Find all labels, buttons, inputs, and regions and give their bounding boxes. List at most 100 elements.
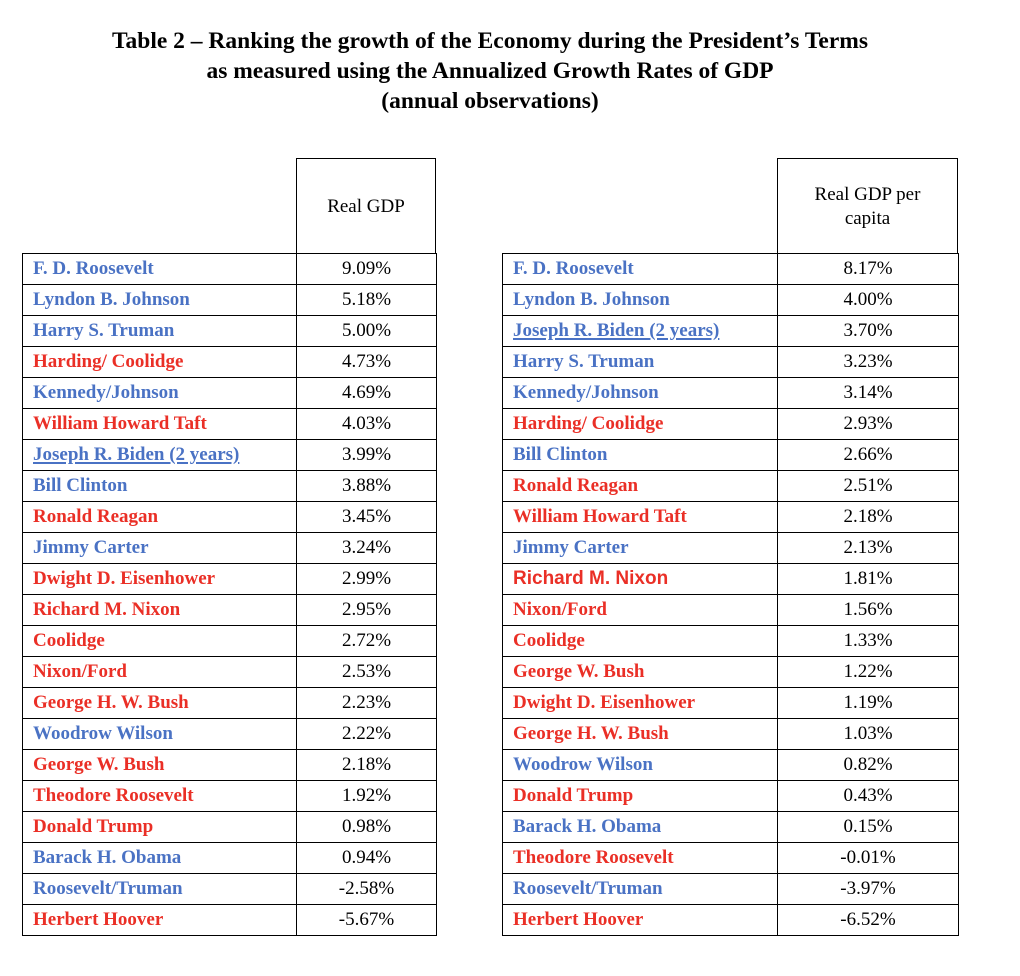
table-row: William Howard Taft 4.03%	[22, 408, 437, 440]
growth-rate-value: -6.52%	[777, 904, 959, 936]
growth-rate-value: 3.70%	[777, 315, 959, 347]
title-line-2: as measured using the Annualized Growth …	[206, 58, 774, 84]
right-header-line-1: Real GDP per	[814, 183, 921, 205]
president-name: Jimmy Carter	[502, 532, 778, 564]
table-row: Harry S. Truman 5.00%	[22, 315, 437, 347]
president-name-text: Herbert Hoover	[33, 909, 164, 930]
president-name: Ronald Reagan	[502, 470, 778, 502]
president-name-text: Lyndon B. Johnson	[513, 289, 670, 310]
president-name-text: Roosevelt/Truman	[513, 878, 663, 899]
president-name: George W. Bush	[502, 656, 778, 688]
president-name: Harding/ Coolidge	[502, 408, 778, 440]
president-name: Dwight D. Eisenhower	[502, 687, 778, 719]
president-name-text: Herbert Hoover	[513, 909, 644, 930]
president-name: Donald Trump	[502, 780, 778, 812]
table-row: Jimmy Carter 2.13%	[502, 532, 959, 564]
president-name-text: Coolidge	[33, 630, 105, 651]
table-row: Ronald Reagan 2.51%	[502, 470, 959, 502]
table-row: Theodore Roosevelt -0.01%	[502, 842, 959, 874]
growth-rate-value: 2.23%	[296, 687, 437, 719]
president-name: Herbert Hoover	[22, 904, 297, 936]
growth-rate-value: 1.33%	[777, 625, 959, 657]
table-row: William Howard Taft 2.18%	[502, 501, 959, 533]
president-name: Barack H. Obama	[22, 842, 297, 874]
president-name-text: Roosevelt/Truman	[33, 878, 183, 899]
president-name: Woodrow Wilson	[22, 718, 297, 750]
table-row: Joseph R. Biden (2 years) 3.99%	[22, 439, 437, 471]
left-header-real-gdp: Real GDP	[296, 158, 436, 254]
table-row: Harry S. Truman 3.23%	[502, 346, 959, 378]
president-name: F. D. Roosevelt	[22, 253, 297, 285]
growth-rate-value: 1.81%	[777, 563, 959, 595]
table-row: Woodrow Wilson 2.22%	[22, 718, 437, 750]
president-name: Dwight D. Eisenhower	[22, 563, 297, 595]
growth-rate-value: 2.99%	[296, 563, 437, 595]
table-row: Bill Clinton 3.88%	[22, 470, 437, 502]
growth-rate-value: 1.56%	[777, 594, 959, 626]
growth-rate-value: 0.15%	[777, 811, 959, 843]
table-row: Harding/ Coolidge 4.73%	[22, 346, 437, 378]
growth-rate-value: 2.72%	[296, 625, 437, 657]
president-name: William Howard Taft	[22, 408, 297, 440]
growth-rate-value: 2.13%	[777, 532, 959, 564]
table-row: George H. W. Bush 2.23%	[22, 687, 437, 719]
president-name-text: Kennedy/Johnson	[513, 382, 659, 403]
growth-rate-value: 4.73%	[296, 346, 437, 378]
growth-rate-value: 0.82%	[777, 749, 959, 781]
president-name: Lyndon B. Johnson	[502, 284, 778, 316]
title-line-3: (annual observations)	[381, 88, 599, 114]
table-title: Table 2 – Ranking the growth of the Econ…	[0, 26, 980, 116]
president-name-text: Harding/ Coolidge	[513, 413, 664, 434]
growth-rate-value: 3.24%	[296, 532, 437, 564]
president-name: Nixon/Ford	[22, 656, 297, 688]
president-name: Donald Trump	[22, 811, 297, 843]
president-name-text: Bill Clinton	[513, 444, 608, 465]
table-row: Coolidge 1.33%	[502, 625, 959, 657]
table-row: Dwight D. Eisenhower 2.99%	[22, 563, 437, 595]
right-ranking-table: F. D. Roosevelt 8.17% Lyndon B. Johnson 4.0…	[502, 253, 959, 936]
growth-rate-value: 3.88%	[296, 470, 437, 502]
growth-rate-value: 3.45%	[296, 501, 437, 533]
president-name: George H. W. Bush	[502, 718, 778, 750]
president-name-text: Nixon/Ford	[513, 599, 607, 620]
growth-rate-value: 3.23%	[777, 346, 959, 378]
president-name: Joseph R. Biden (2 years)	[22, 439, 297, 471]
president-name: Theodore Roosevelt	[502, 842, 778, 874]
table-row: Herbert Hoover -5.67%	[22, 904, 437, 936]
table-row: Herbert Hoover -6.52%	[502, 904, 959, 936]
president-name: Coolidge	[22, 625, 297, 657]
president-name-text: Barack H. Obama	[33, 847, 182, 868]
president-name: George H. W. Bush	[22, 687, 297, 719]
table-row: Barack H. Obama 0.15%	[502, 811, 959, 843]
growth-rate-value: -2.58%	[296, 873, 437, 905]
table-row: Roosevelt/Truman -3.97%	[502, 873, 959, 905]
table-row: Donald Trump 0.98%	[22, 811, 437, 843]
growth-rate-value: 8.17%	[777, 253, 959, 285]
growth-rate-value: 2.66%	[777, 439, 959, 471]
president-name: Kennedy/Johnson	[22, 377, 297, 409]
president-name-text: Richard M. Nixon	[513, 568, 669, 589]
president-name: Jimmy Carter	[22, 532, 297, 564]
president-name-text: Richard M. Nixon	[33, 599, 181, 620]
president-name-text: Ronald Reagan	[33, 506, 159, 527]
left-header-label: Real GDP	[327, 195, 405, 217]
president-name: Coolidge	[502, 625, 778, 657]
table-row: Lyndon B. Johnson 5.18%	[22, 284, 437, 316]
president-name: Harry S. Truman	[22, 315, 297, 347]
growth-rate-value: 5.18%	[296, 284, 437, 316]
growth-rate-value: 2.22%	[296, 718, 437, 750]
president-name: George W. Bush	[22, 749, 297, 781]
president-name-text: Ronald Reagan	[513, 475, 639, 496]
table-row: Jimmy Carter 3.24%	[22, 532, 437, 564]
table-row: George W. Bush 1.22%	[502, 656, 959, 688]
president-name: Barack H. Obama	[502, 811, 778, 843]
president-name: Joseph R. Biden (2 years)	[502, 315, 778, 347]
president-name-text: William Howard Taft	[33, 413, 207, 434]
president-name: Kennedy/Johnson	[502, 377, 778, 409]
growth-rate-value: 2.18%	[296, 749, 437, 781]
table-row: Harding/ Coolidge 2.93%	[502, 408, 959, 440]
president-name-text: Woodrow Wilson	[513, 754, 653, 775]
president-name-text: Harry S. Truman	[33, 320, 175, 341]
growth-rate-value: 2.51%	[777, 470, 959, 502]
right-header-line-2: capita	[844, 207, 891, 229]
